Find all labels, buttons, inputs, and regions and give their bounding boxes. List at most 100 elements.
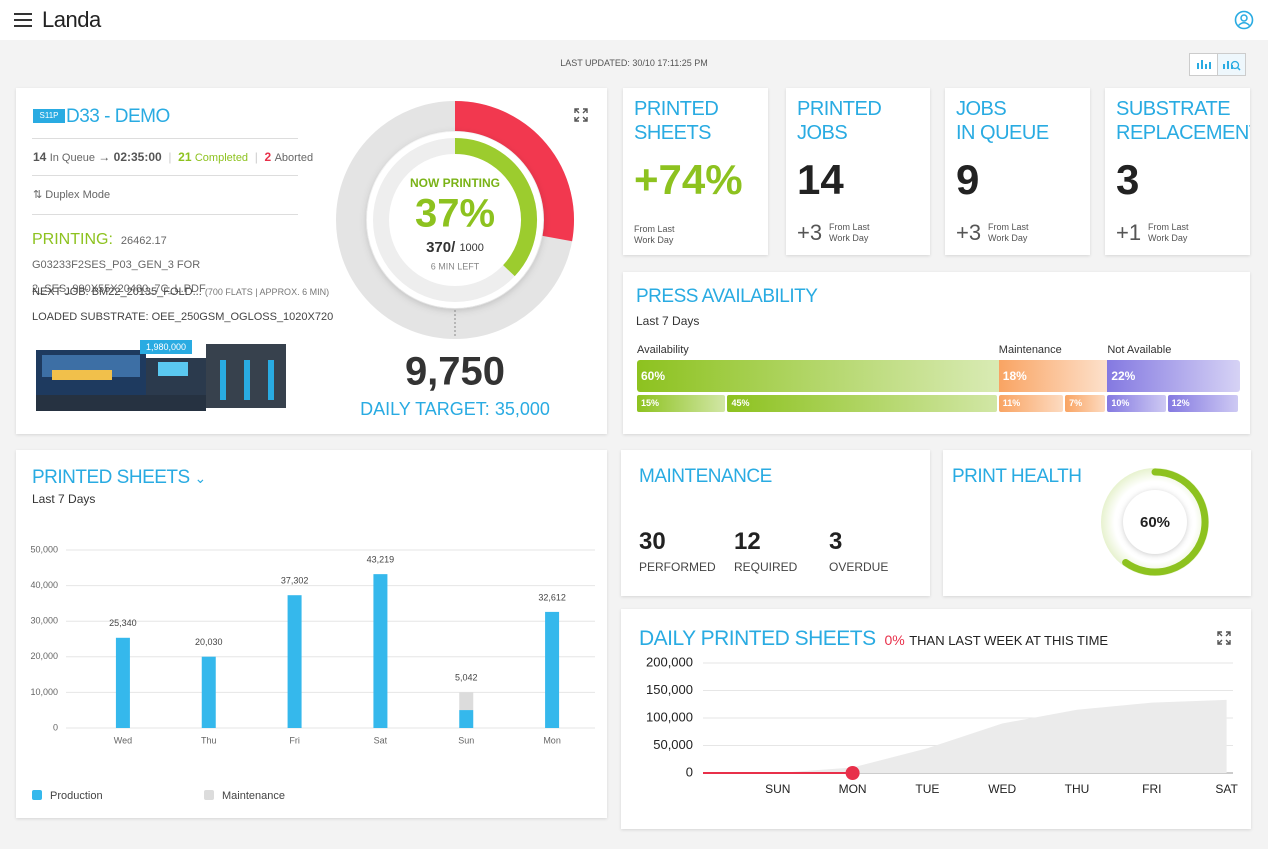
bar xyxy=(373,574,388,728)
time-left: 6 MIN LEFT xyxy=(431,261,480,271)
printing-job: 26462.17 G03233F2SES_P03_GEN_3 FOR 2_SES… xyxy=(32,235,206,295)
availability-part-label: 12% xyxy=(1171,398,1190,408)
availability-label: Maintenance xyxy=(998,344,1062,356)
availability-part-label: 45% xyxy=(731,398,750,408)
user-icon[interactable] xyxy=(1234,10,1254,30)
legend-label: Production xyxy=(50,790,103,802)
availability-subtitle: Last 7 Days xyxy=(636,314,700,328)
value-label: 20,030 xyxy=(195,637,223,647)
next-job-detail: (700 FLATS | APPROX. 6 MIN) xyxy=(204,287,330,297)
availability-part xyxy=(998,395,1064,412)
daily-header: DAILY PRINTED SHEETS 0% THAN LAST WEEK A… xyxy=(639,627,1108,651)
kpi-title: SHEETS xyxy=(634,122,712,144)
daily-chart: 0 50,000 100,000 150,000 200,000 SUN MON TUE WED… xyxy=(646,654,1238,796)
kpi-note: From Last Work Day xyxy=(634,224,675,245)
substrate-name: OEE_250GSM_OGLOSS_1020X720 xyxy=(151,311,334,323)
kpi-value: 9 xyxy=(956,156,980,203)
queue-time: 02:35:00 xyxy=(113,150,162,164)
aborted-label: Aborted xyxy=(274,152,314,164)
menu-icon[interactable] xyxy=(14,12,34,28)
target-arc xyxy=(454,101,574,242)
printed-today: 9,750 xyxy=(405,350,505,394)
health-percent: 60% xyxy=(1140,514,1170,531)
done: 370/ xyxy=(426,239,456,256)
availability-value: 18% xyxy=(1002,369,1027,383)
x-tick-label: WED xyxy=(988,782,1016,796)
value-label: 32,612 xyxy=(538,592,566,602)
y-tick-label: 200,000 xyxy=(646,654,693,669)
press-name: D33 - DEMO xyxy=(66,106,170,127)
kpi-title: JOBS xyxy=(956,98,1007,120)
progress-percent: 37% xyxy=(415,192,495,236)
x-tick-label: Mon xyxy=(543,735,561,745)
kpi-title: SUBSTRATE xyxy=(1116,98,1231,120)
y-tick-label: 20,000 xyxy=(30,651,58,661)
stat-value: 12 xyxy=(734,528,761,555)
last-updated: LAST UPDATED: 30/10 17:11:25 PM xyxy=(560,58,708,68)
health-donut: 60% xyxy=(1101,468,1209,576)
health-title: PRINT HEALTH xyxy=(952,466,1082,487)
health-arc xyxy=(1122,468,1209,576)
maintenance-card: MAINTENANCE 30 PERFORMED 12 REQUIRED 3 OVERDU… xyxy=(621,450,930,596)
duplex-mode: ⇅ Duplex Mode xyxy=(33,189,111,201)
change-text: THAN LAST WEEK AT THIS TIME xyxy=(909,633,1109,648)
availability-part-label: 11% xyxy=(1002,398,1021,408)
x-tick-label: TUE xyxy=(915,782,939,796)
next-job-label: NEXT JOB: xyxy=(32,286,89,298)
expand-icon[interactable] xyxy=(574,108,588,122)
expand-icon[interactable] xyxy=(1217,631,1231,645)
title: PRINTED SHEETS xyxy=(32,467,190,488)
badge: S11P xyxy=(33,109,65,123)
x-tick-label: Sun xyxy=(458,735,474,745)
y-tick-label: 50,000 xyxy=(653,737,693,752)
stat-label: REQUIRED xyxy=(734,560,798,574)
sheets-card: PRINTED SHEETS ⌄ Last 7 Days 0 10,000 20,0… xyxy=(16,450,607,818)
current-marker xyxy=(845,766,860,780)
y-tick-label: 10,000 xyxy=(30,687,58,697)
availability-part-label: 10% xyxy=(1111,398,1130,408)
y-tick-label: 0 xyxy=(53,722,58,732)
x-tick-label: SUN xyxy=(765,782,790,796)
x-tick-label: Fri xyxy=(289,735,300,745)
x-tick-label: MON xyxy=(839,782,867,796)
availability-label: Not Available xyxy=(1107,344,1172,356)
y-tick-label: 40,000 xyxy=(30,580,58,590)
target-label: DAILY TARGET: xyxy=(360,399,490,419)
daily-target: DAILY TARGET: 35,000 xyxy=(360,399,550,419)
press-image xyxy=(36,344,286,411)
bar xyxy=(459,692,474,711)
kpi-change: +3 xyxy=(797,220,823,245)
area xyxy=(777,699,1227,773)
y-tick-label: 150,000 xyxy=(646,682,693,697)
view-switch[interactable] xyxy=(1189,53,1247,77)
kpi-title: IN QUEUE xyxy=(956,122,1049,144)
x-tick-label: SAT xyxy=(1215,782,1238,796)
y-tick-label: 100,000 xyxy=(646,709,693,724)
value-label: 5,042 xyxy=(455,673,478,683)
kpi-change: +3 xyxy=(956,220,982,245)
kpi-value: 3 xyxy=(1116,156,1140,203)
kpi-title: PRINTED xyxy=(797,98,882,120)
kpi-note: From Last Work Day xyxy=(829,222,870,243)
availability-value: 60% xyxy=(641,369,666,383)
sheets-subtitle: Last 7 Days xyxy=(32,492,96,506)
bar xyxy=(201,656,216,728)
kpi-note: From Last Work Day xyxy=(1148,222,1189,243)
aborted: 2 xyxy=(264,150,272,164)
bar xyxy=(287,595,302,728)
printing-label: PRINTING: xyxy=(32,231,113,248)
target: 35,000 xyxy=(495,399,550,419)
availability-part xyxy=(1065,395,1106,412)
y-tick-label: 50,000 xyxy=(30,544,58,554)
stat-label: PERFORMED xyxy=(639,560,716,574)
printing-row: PRINTING: 26462.17 G03233F2SES_P03_GEN_3 … xyxy=(32,228,302,301)
kpi-card: SUBSTRATEREPLACEMENTS 3 +1 From Last Work D… xyxy=(1105,88,1250,255)
logo: Landa xyxy=(42,7,101,32)
bar xyxy=(545,611,560,728)
press-card: S11P D33 - DEMO 14 In Queue → 02:35:00 |… xyxy=(16,88,607,434)
availability-card: PRESS AVAILABILITY Last 7 Days Availabil… xyxy=(623,272,1250,434)
availability-part xyxy=(1167,395,1238,412)
maintenance-title: MAINTENANCE xyxy=(639,466,772,487)
bar xyxy=(115,637,130,728)
in-queue: 14 xyxy=(33,150,47,164)
